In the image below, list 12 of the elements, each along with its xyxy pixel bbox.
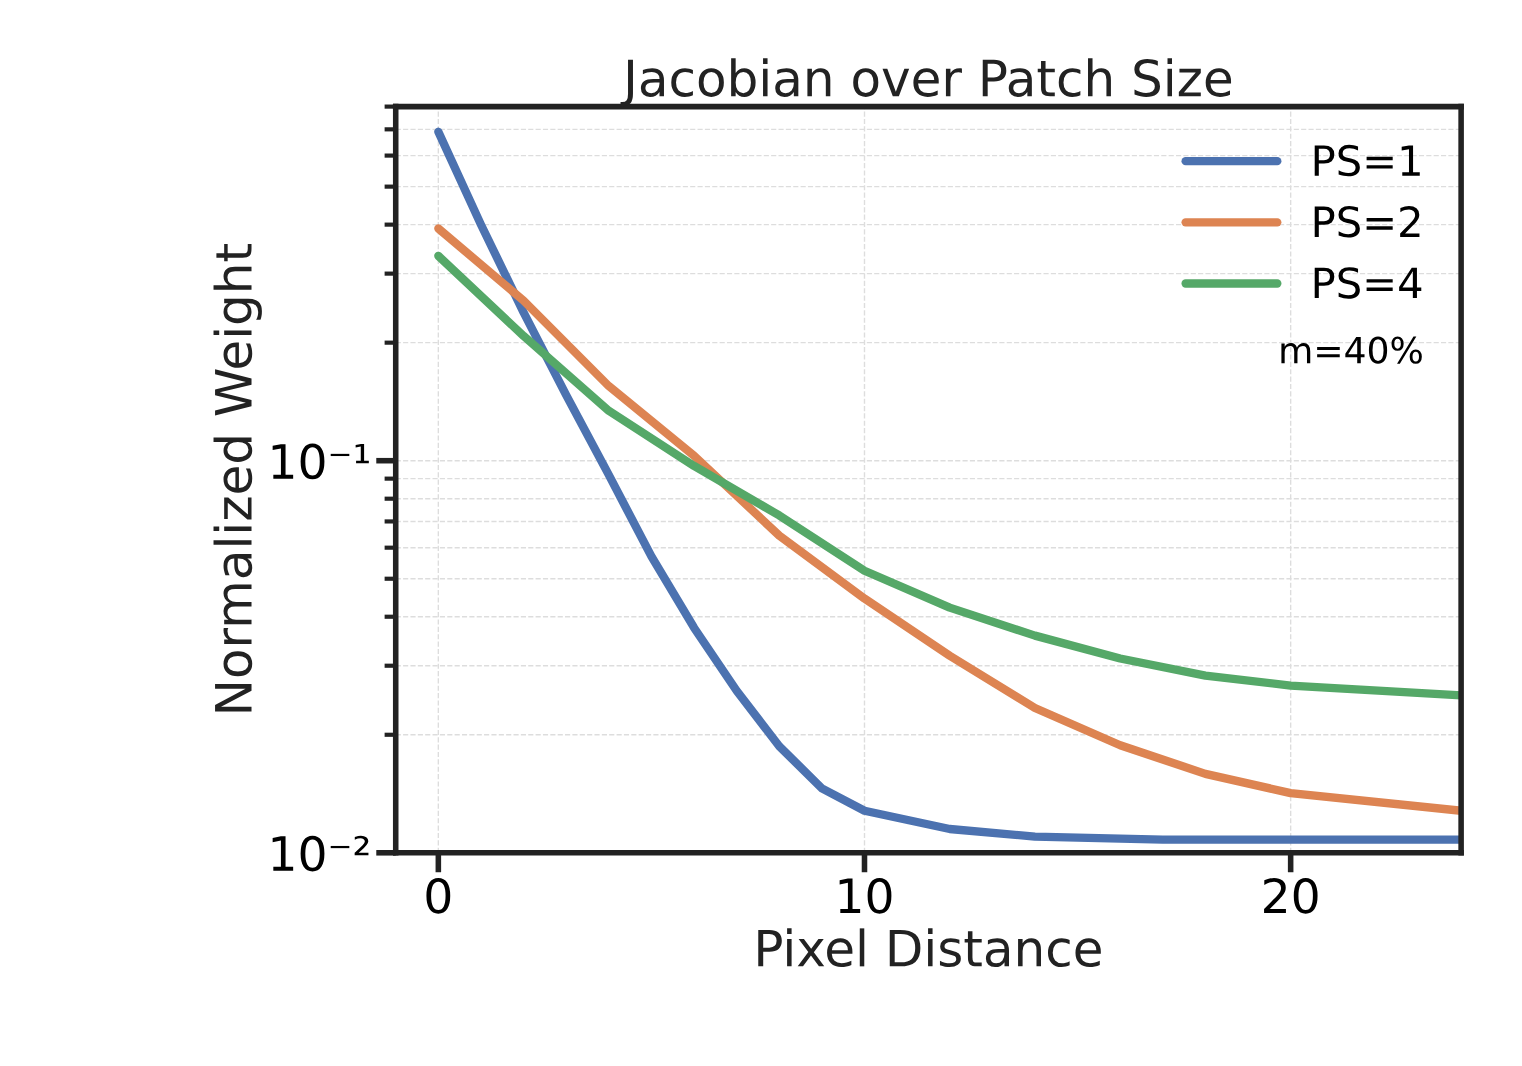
x-tick-label: 20 bbox=[1264, 877, 1318, 914]
annotation: m=40% bbox=[1281, 336, 1422, 364]
x-tick-label: 0 bbox=[426, 877, 451, 914]
y-tick-label: 10⁻¹ bbox=[272, 443, 369, 480]
legend-label: PS=2 bbox=[1314, 205, 1420, 238]
y-tick-label: 10⁻² bbox=[272, 835, 369, 872]
legend-label: PS=4 bbox=[1314, 267, 1422, 299]
y-axis-title: Normalized Weight bbox=[213, 244, 262, 712]
x-tick-label: 10 bbox=[839, 877, 892, 914]
x-axis-title: Pixel Distance bbox=[758, 928, 1101, 968]
legend-label: PS=1 bbox=[1314, 144, 1420, 177]
chart-title: Jacobian over Patch Size bbox=[620, 58, 1232, 107]
